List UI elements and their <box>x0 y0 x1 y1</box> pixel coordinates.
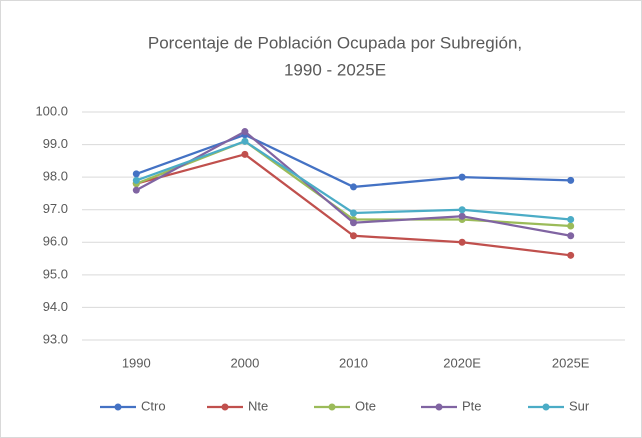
x-tick-label: 2025E <box>552 355 590 370</box>
legend-label: Ote <box>355 398 376 413</box>
y-tick-label: 98.0 <box>43 169 68 184</box>
data-point <box>567 222 575 230</box>
legend-label: Sur <box>569 398 590 413</box>
chart-title: 1990 - 2025E <box>284 60 386 79</box>
chart-title: Porcentaje de Población Ocupada por Subr… <box>148 33 522 52</box>
legend-marker <box>435 403 443 411</box>
y-tick-label: 93.0 <box>43 331 68 346</box>
data-point <box>132 170 140 178</box>
data-point <box>458 212 466 220</box>
x-tick-label: 1990 <box>122 355 151 370</box>
legend-marker <box>114 403 122 411</box>
legend-label: Ctro <box>141 398 166 413</box>
data-point <box>458 206 466 214</box>
legend-label: Pte <box>462 398 482 413</box>
legend-marker <box>221 403 229 411</box>
data-point <box>350 209 357 217</box>
y-tick-label: 100.0 <box>35 103 68 118</box>
data-point <box>350 183 357 191</box>
x-tick-label: 2010 <box>339 355 368 370</box>
data-point <box>132 186 140 194</box>
data-point <box>241 137 249 145</box>
y-tick-label: 99.0 <box>43 136 68 151</box>
y-tick-label: 96.0 <box>43 234 68 249</box>
legend-marker <box>328 403 336 411</box>
x-tick-label: 2020E <box>443 355 481 370</box>
data-point <box>458 238 466 246</box>
legend-marker <box>542 403 550 411</box>
y-tick-label: 97.0 <box>43 201 68 216</box>
data-point <box>567 232 575 240</box>
data-point <box>241 128 249 136</box>
data-point <box>132 176 140 184</box>
data-point <box>350 232 357 240</box>
data-point <box>458 173 466 181</box>
data-point <box>241 150 249 158</box>
y-tick-label: 94.0 <box>43 299 68 314</box>
x-tick-label: 2000 <box>230 355 259 370</box>
data-point <box>567 215 575 223</box>
data-point <box>567 176 575 184</box>
legend-label: Nte <box>248 398 268 413</box>
data-point <box>350 219 357 227</box>
data-point <box>567 251 575 259</box>
y-tick-label: 95.0 <box>43 266 68 281</box>
